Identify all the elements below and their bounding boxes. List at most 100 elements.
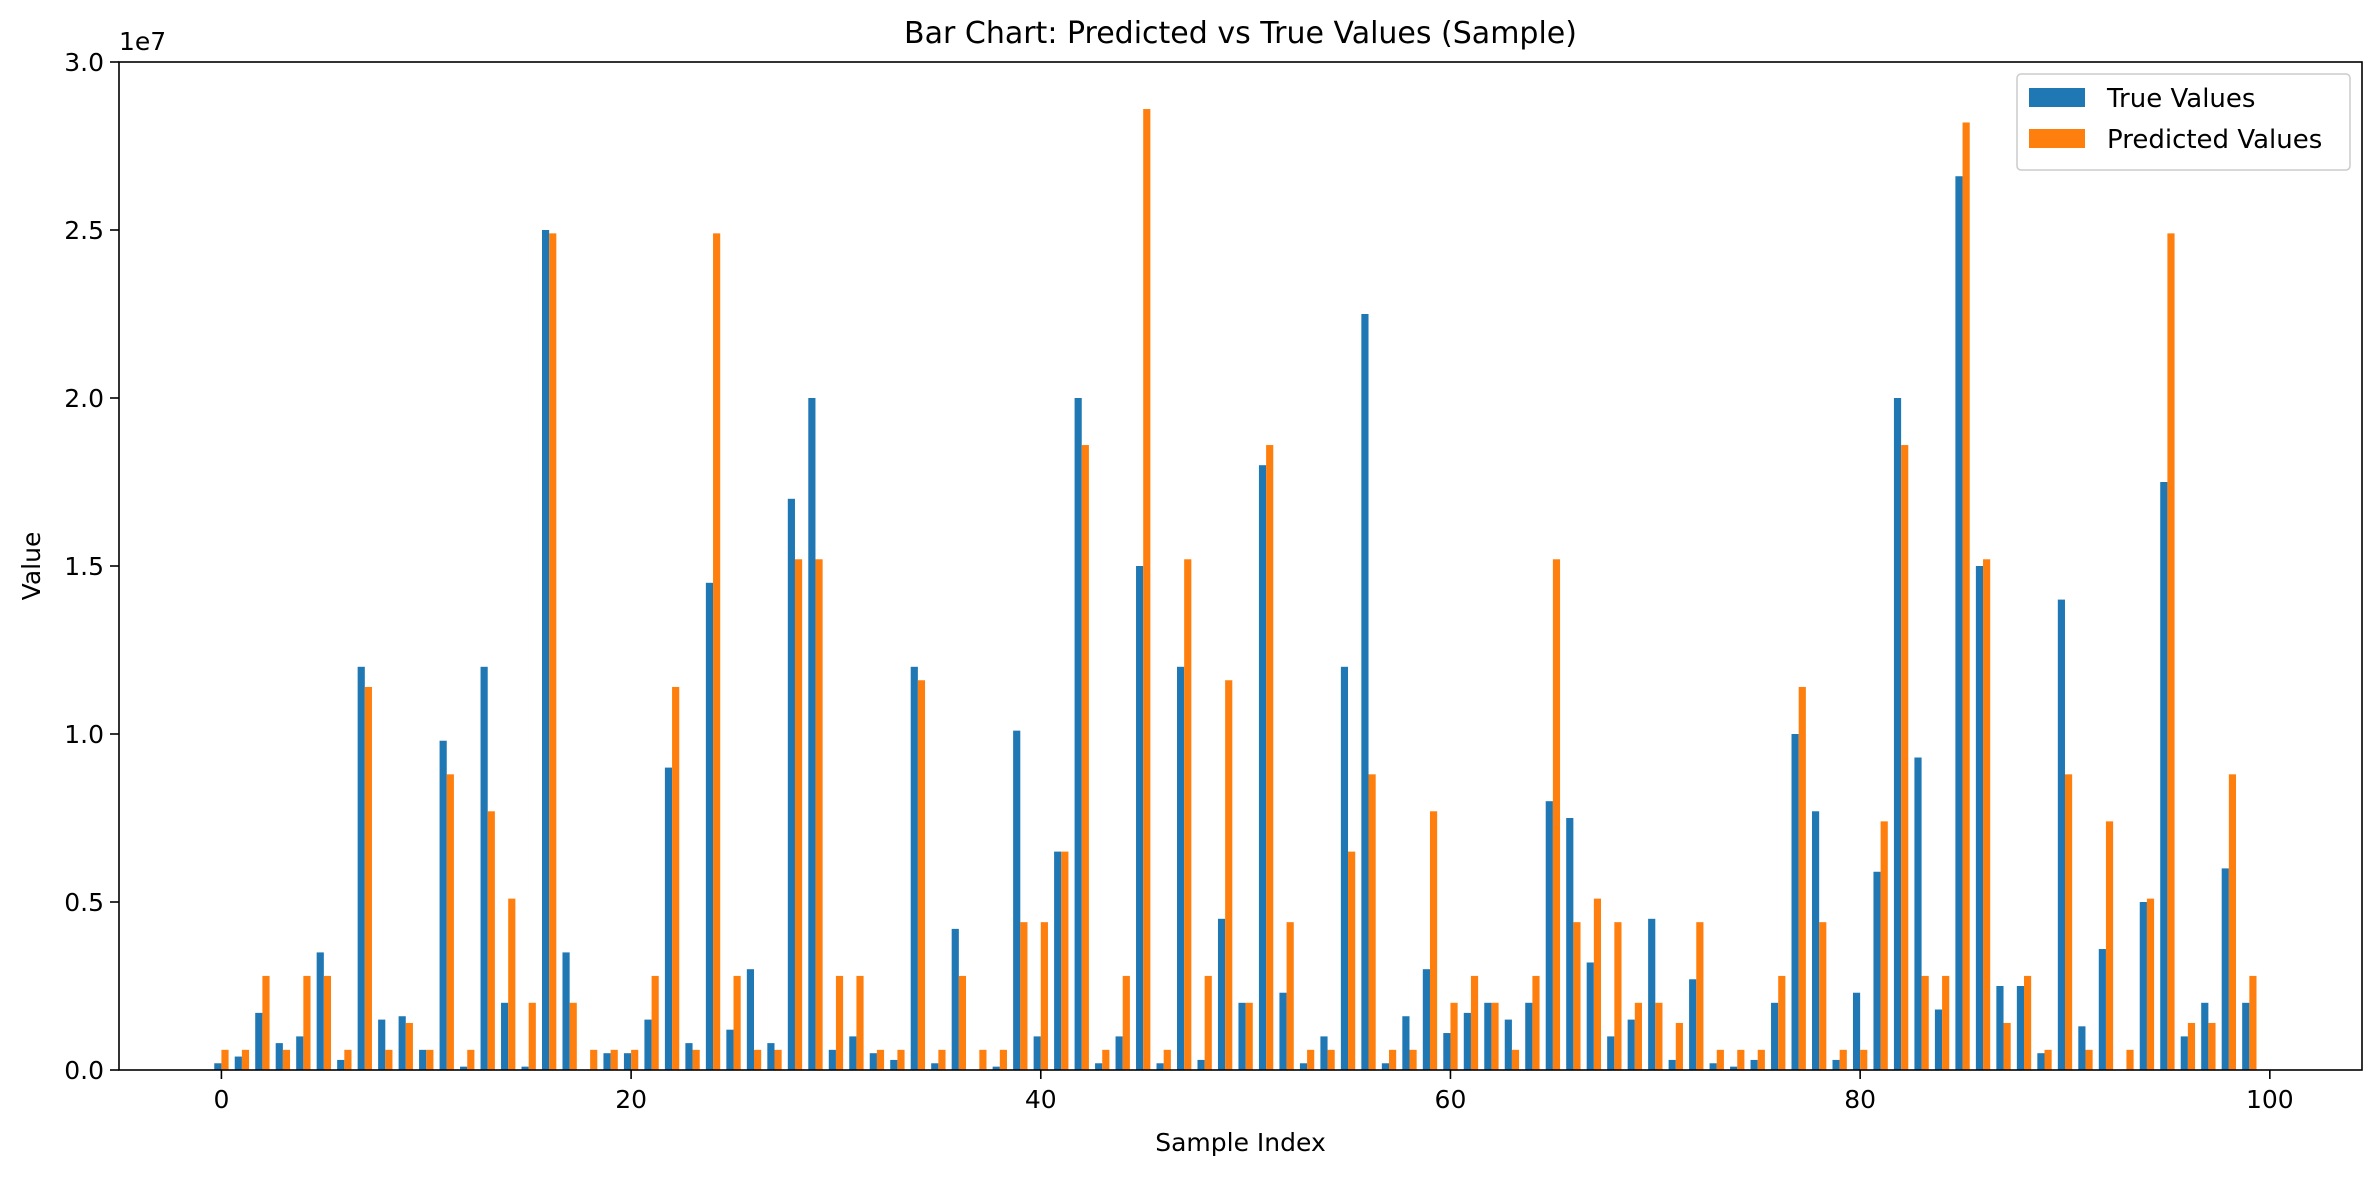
predicted-value-bar-95 [2167,233,2175,1071]
true-value-bar-73 [1709,1063,1717,1070]
true-value-bar-86 [1975,566,1984,1070]
predicted-value-bar-75 [1757,1049,1765,1070]
true-value-bar-15 [521,1066,529,1070]
y-tick-label: 1.0 [64,720,104,749]
true-value-bar-35 [931,1063,939,1070]
true-value-bar-98 [2221,868,2229,1070]
true-value-bar-72 [1689,979,1697,1070]
predicted-value-bar-41 [1061,851,1069,1070]
predicted-value-bar-35 [938,1049,946,1070]
true-value-bar-58 [1402,1016,1410,1070]
true-value-bar-51 [1258,465,1267,1070]
y-tick-label: 1.5 [64,552,104,581]
true-value-bar-5 [316,952,324,1070]
predicted-value-bar-30 [835,975,844,1070]
predicted-value-bar-73 [1716,1049,1724,1070]
true-value-bar-32 [869,1053,877,1070]
predicted-value-bar-76 [1778,975,1786,1070]
true-value-bar-83 [1914,757,1922,1070]
legend-label-predicted: Predicted Values [2107,125,2322,155]
x-ticks: 0 20 40 60 80 100 [213,1070,2294,1114]
predicted-value-bar-31 [856,975,864,1070]
predicted-value-bar-71 [1675,1022,1683,1070]
predicted-value-bar-98 [2228,774,2237,1070]
true-value-bar-92 [2098,949,2106,1070]
true-value-bar-14 [501,1002,509,1070]
predicted-value-bar-91 [2085,1049,2093,1070]
predicted-value-bar-86 [1983,559,1991,1070]
predicted-value-bar-12 [467,1049,475,1070]
true-value-bar-43 [1095,1063,1103,1070]
true-value-bar-89 [2037,1053,2045,1070]
true-value-bar-3 [275,1043,283,1070]
predicted-value-bar-72 [1696,922,1704,1070]
predicted-value-bar-53 [1307,1049,1315,1070]
predicted-value-bar-14 [508,898,516,1070]
true-value-bar-52 [1279,992,1287,1070]
predicted-value-bar-87 [2003,1022,2011,1070]
predicted-value-bar-42 [1081,445,1089,1070]
predicted-value-bar-82 [1901,445,1909,1070]
true-value-bar-17 [562,952,570,1070]
y-tick-label: 3.0 [64,48,104,77]
predicted-value-bar-2 [262,975,270,1070]
predicted-value-bar-16 [549,233,557,1071]
true-value-bar-85 [1955,176,1963,1071]
predicted-value-bar-84 [1942,975,1950,1070]
predicted-value-bar-66 [1573,922,1581,1070]
predicted-value-bar-54 [1327,1049,1335,1070]
legend: True Values Predicted Values [2016,73,2351,171]
legend-box [2016,73,2351,171]
predicted-value-bar-36 [958,975,967,1070]
predicted-value-bar-44 [1122,975,1130,1070]
true-value-bar-21 [644,1019,652,1070]
true-value-bar-31 [849,1036,857,1070]
predicted-value-bar-45 [1143,109,1151,1071]
y-tick-label: 2.5 [64,216,104,245]
predicted-value-bar-60 [1450,1002,1458,1070]
true-value-bar-38 [992,1066,1000,1070]
true-value-bar-60 [1443,1033,1451,1070]
predicted-value-bar-93 [2126,1049,2134,1070]
true-value-bar-94 [2139,902,2147,1070]
y-tick-label: 2.0 [64,384,104,413]
predicted-value-bar-43 [1102,1049,1110,1070]
true-value-bar-41 [1054,851,1062,1070]
predicted-value-bar-38 [999,1049,1007,1070]
true-value-bar-25 [726,1029,734,1070]
true-value-bar-46 [1156,1063,1164,1070]
predicted-value-bar-28 [794,559,803,1070]
true-value-bar-47 [1176,666,1185,1070]
true-value-bar-10 [419,1049,427,1070]
predicted-value-bar-63 [1511,1049,1520,1070]
predicted-value-bar-69 [1634,1002,1642,1070]
true-value-bar-9 [398,1016,406,1070]
true-value-bar-20 [623,1053,632,1070]
predicted-value-bar-92 [2105,821,2114,1070]
predicted-value-bar-62 [1491,1002,1499,1070]
predicted-value-bar-11 [446,774,454,1070]
true-value-bar-19 [603,1053,611,1070]
predicted-value-bar-94 [2146,898,2155,1070]
true-value-bar-28 [787,498,795,1070]
predicted-value-bar-67 [1593,898,1602,1070]
legend-label-true: True Values [2106,84,2255,114]
predicted-value-bar-65 [1552,559,1561,1070]
true-value-bar-4 [296,1036,304,1070]
predicted-value-bar-0 [221,1049,229,1070]
true-value-bar-77 [1791,734,1799,1070]
true-value-bar-45 [1136,566,1144,1070]
predicted-value-bar-64 [1532,975,1540,1070]
true-value-bar-87 [1996,986,2004,1070]
true-value-bar-91 [2078,1026,2086,1070]
true-value-bar-62 [1484,1002,1492,1070]
predicted-value-bar-79 [1839,1049,1847,1070]
true-value-bar-82 [1893,398,1902,1070]
true-value-bar-1 [234,1056,242,1070]
predicted-value-bar-77 [1798,686,1806,1070]
predicted-value-bar-74 [1737,1049,1745,1070]
predicted-value-bar-78 [1819,922,1827,1070]
predicted-value-bar-52 [1286,922,1294,1070]
true-value-bar-39 [1013,730,1021,1070]
predicted-value-bar-48 [1204,975,1212,1070]
